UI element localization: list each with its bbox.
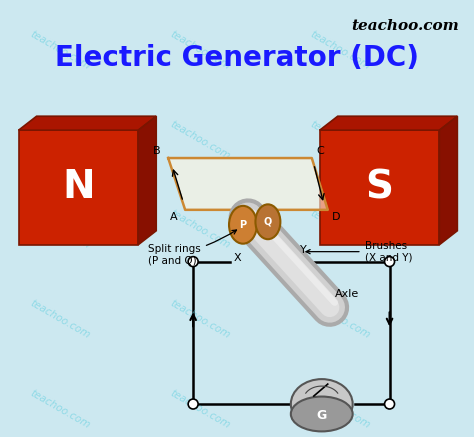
Text: teachoo.com: teachoo.com — [308, 119, 372, 161]
Ellipse shape — [291, 396, 353, 431]
Circle shape — [384, 257, 394, 267]
Text: teachoo.com: teachoo.com — [308, 208, 372, 251]
Text: teachoo.com: teachoo.com — [308, 298, 372, 340]
Text: G: G — [317, 409, 327, 423]
Polygon shape — [18, 116, 156, 130]
Text: X: X — [233, 253, 241, 263]
Text: teachoo.com: teachoo.com — [168, 208, 232, 251]
Text: teachoo.com: teachoo.com — [29, 388, 92, 430]
Text: A: A — [170, 212, 177, 222]
Polygon shape — [320, 116, 457, 130]
Text: Axle: Axle — [335, 289, 359, 299]
Text: teachoo.com: teachoo.com — [168, 298, 232, 340]
Text: teachoo.com: teachoo.com — [352, 19, 459, 33]
Text: teachoo.com: teachoo.com — [29, 29, 92, 72]
Text: N: N — [62, 168, 95, 206]
Text: teachoo.com: teachoo.com — [308, 29, 372, 72]
Text: P: P — [239, 220, 246, 230]
Ellipse shape — [255, 205, 281, 239]
Text: D: D — [332, 212, 340, 222]
Text: teachoo.com: teachoo.com — [29, 298, 92, 340]
Text: teachoo.com: teachoo.com — [308, 388, 372, 430]
Text: S: S — [365, 168, 393, 206]
Text: teachoo.com: teachoo.com — [168, 29, 232, 72]
Circle shape — [188, 399, 198, 409]
Text: Brushes
(X and Y): Brushes (X and Y) — [306, 241, 412, 263]
Text: teachoo.com: teachoo.com — [168, 119, 232, 161]
Ellipse shape — [229, 206, 257, 244]
Polygon shape — [320, 130, 439, 245]
Text: Electric Generator (DC): Electric Generator (DC) — [55, 45, 419, 73]
Polygon shape — [18, 130, 138, 245]
Text: B: B — [153, 146, 160, 156]
Ellipse shape — [291, 379, 353, 429]
Text: Y: Y — [300, 245, 307, 255]
Polygon shape — [138, 116, 156, 245]
Circle shape — [384, 399, 394, 409]
Text: Split rings
(P and Q): Split rings (P and Q) — [148, 230, 237, 265]
Text: teachoo.com: teachoo.com — [168, 388, 232, 430]
Text: teachoo.com: teachoo.com — [29, 119, 92, 161]
Polygon shape — [168, 158, 328, 210]
Text: Q: Q — [264, 217, 272, 227]
Polygon shape — [439, 116, 457, 245]
Text: C: C — [317, 146, 325, 156]
Circle shape — [188, 257, 198, 267]
Text: teachoo.com: teachoo.com — [29, 208, 92, 251]
